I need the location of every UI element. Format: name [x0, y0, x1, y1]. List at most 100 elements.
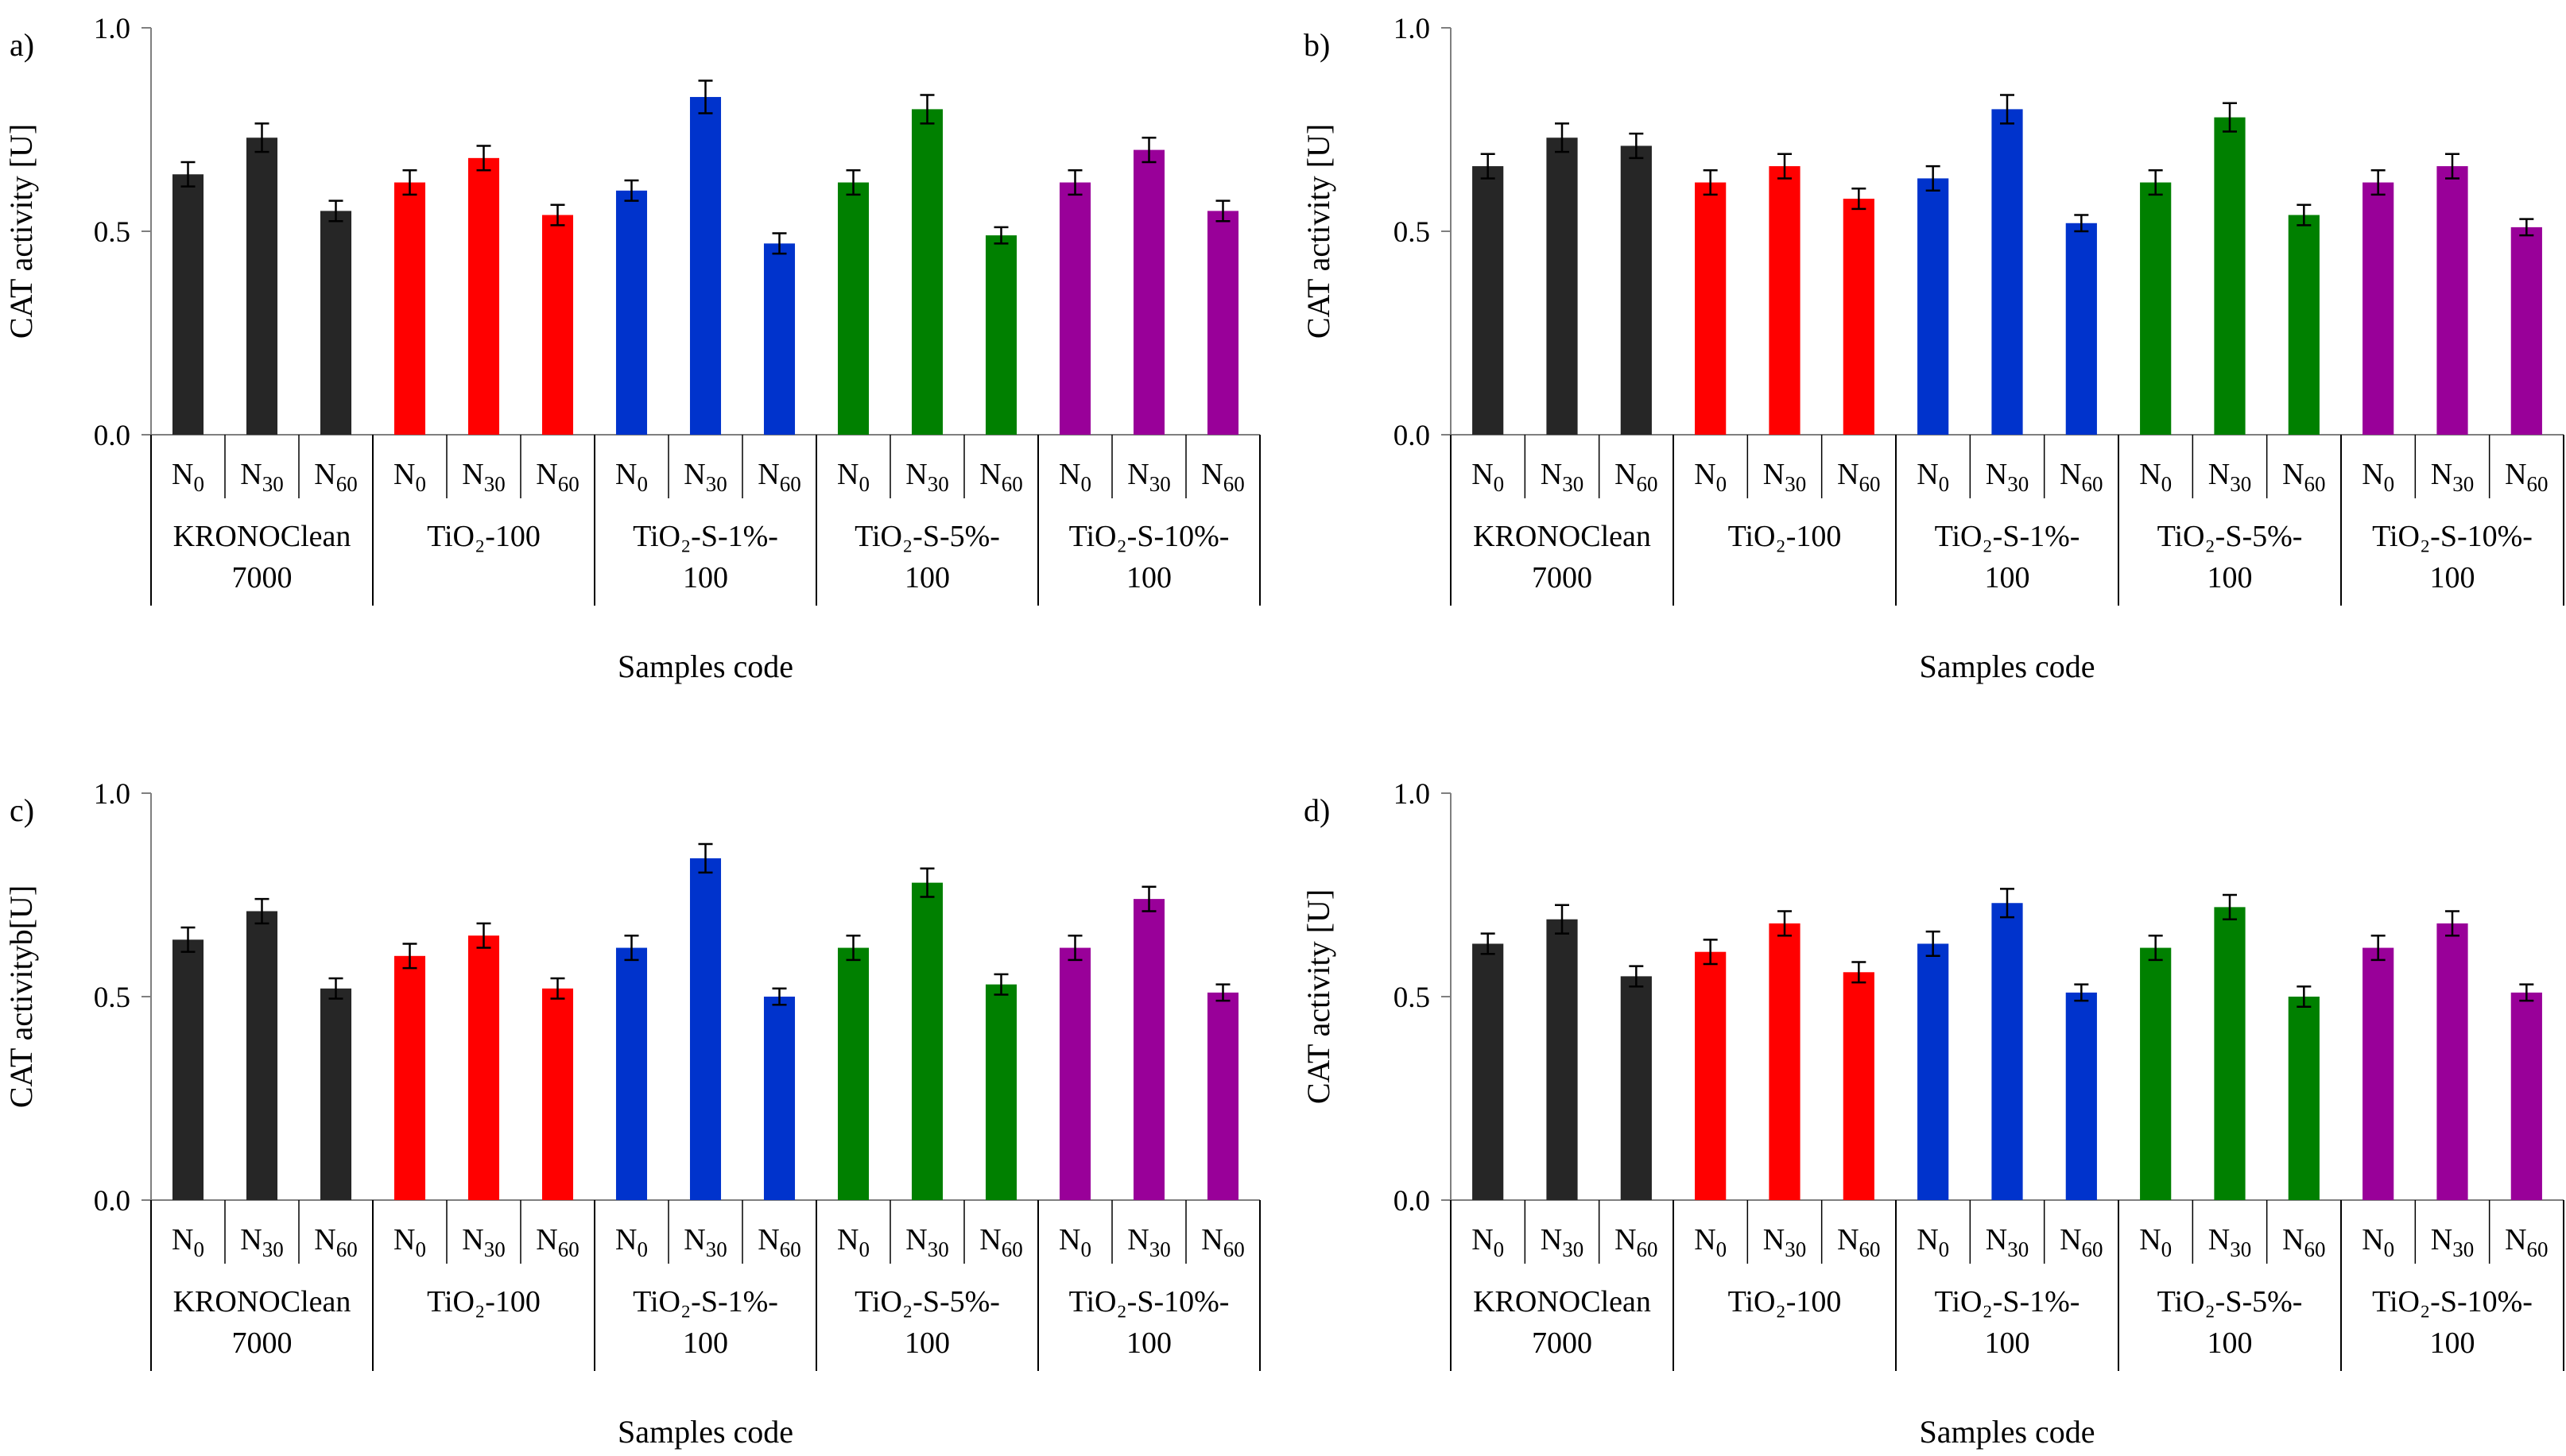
y-tick-label: 1.0 [94, 13, 130, 45]
bar [689, 858, 722, 1200]
x-tick-label: N30 [1986, 458, 2029, 496]
bar [1620, 976, 1652, 1200]
chart-panel-c: c) 0.0 0.5 1.0 CAT activityb[U] N0 N30 N60 KRONO… [3, 778, 1261, 1450]
y-tick-label: 0.0 [94, 420, 130, 452]
x-tick-label: N0 [393, 1223, 426, 1261]
x-tick-label: N30 [2431, 458, 2474, 496]
y-tick-label: 1.0 [1393, 778, 1430, 811]
category-label: TiO₂-S-5%- [855, 1285, 1000, 1319]
bar [1059, 947, 1091, 1200]
bar [320, 988, 352, 1200]
x-tick-label: N0 [1059, 458, 1091, 496]
category-label: TiO₂-100 [1728, 520, 1842, 553]
bar [911, 882, 944, 1200]
bar [1695, 951, 1727, 1200]
y-tick-label: 0.0 [1393, 420, 1430, 452]
y-axis-label: CAT activity [U] [1300, 124, 1336, 339]
category-label: 100 [905, 1326, 950, 1360]
x-tick-label: N60 [1614, 1223, 1657, 1261]
x-tick-label: N0 [1917, 458, 1949, 496]
bar [911, 109, 944, 435]
category-label: KRONOClean [1473, 520, 1651, 553]
y-axis-label: CAT activityb[U] [3, 885, 39, 1108]
y-tick-label: 1.0 [94, 778, 130, 811]
bar [837, 182, 870, 435]
category-label: 7000 [1532, 1326, 1592, 1360]
category-label: TiO₂-S-10%- [2372, 1285, 2533, 1319]
x-axis-label: Samples code [1919, 1414, 2095, 1450]
x-tick-label: N60 [1201, 1223, 1244, 1261]
category-label: TiO₂-S-10%- [1069, 520, 1230, 553]
bar [1059, 182, 1091, 435]
x-tick-label: N30 [905, 1223, 948, 1261]
x-tick-label: N30 [1986, 1223, 2029, 1261]
chart-panel-a: a) 0.0 0.5 1.0 CAT activity [U] N0 N30 N60 KRONO… [3, 13, 1261, 684]
category-label: 100 [1126, 1326, 1172, 1360]
bar [1472, 943, 1504, 1200]
x-tick-label: N60 [758, 1223, 800, 1261]
bar [689, 97, 722, 435]
y-tick-label: 0.5 [94, 982, 130, 1014]
x-tick-label: N60 [979, 1223, 1022, 1261]
y-tick-label: 0.5 [94, 216, 130, 249]
x-tick-label: N0 [393, 458, 426, 496]
bar [2140, 182, 2172, 435]
bar [2510, 227, 2542, 435]
y-tick-label: 1.0 [1393, 13, 1430, 45]
bar [2288, 215, 2320, 435]
bar [837, 947, 870, 1200]
x-tick-label: N30 [1541, 1223, 1583, 1261]
x-tick-label: N30 [2208, 1223, 2251, 1261]
x-tick-label: N60 [1837, 458, 1880, 496]
x-tick-label: N60 [1201, 458, 1244, 496]
bar [2363, 182, 2394, 435]
x-tick-label: N60 [979, 458, 1022, 496]
category-label: KRONOClean [1473, 1285, 1651, 1319]
x-tick-label: N30 [2208, 458, 2251, 496]
bar [246, 911, 278, 1200]
bar [1620, 145, 1652, 436]
x-axis-label: Samples code [1919, 649, 2095, 684]
x-tick-label: N30 [905, 458, 948, 496]
bar [1207, 992, 1239, 1200]
chart-panel-b: b) 0.0 0.5 1.0 CAT activity [U] N0 N30 N60 KRONO… [1300, 13, 2564, 684]
category-label: 100 [2430, 561, 2475, 594]
bar [246, 137, 278, 436]
panel-label: c) [10, 792, 34, 828]
y-tick-label: 0.0 [1393, 1185, 1430, 1218]
bar [1769, 166, 1800, 435]
category-label: 100 [1985, 1326, 2030, 1360]
category-label: TiO₂-S-5%- [2157, 1285, 2303, 1319]
category-label: 7000 [232, 561, 293, 594]
category-label: TiO₂-100 [427, 520, 541, 553]
category-label: 7000 [1532, 561, 1592, 594]
x-tick-label: N0 [1917, 1223, 1949, 1261]
x-tick-label: N0 [2362, 1223, 2394, 1261]
x-tick-label: N0 [2139, 1223, 2172, 1261]
x-tick-label: N30 [1763, 458, 1806, 496]
x-tick-label: N30 [684, 1223, 727, 1261]
y-tick-label: 0.5 [1393, 982, 1430, 1014]
bar [2510, 992, 2542, 1200]
x-tick-label: N0 [837, 1223, 870, 1261]
category-label: TiO₂-S-5%- [2157, 520, 2303, 553]
bar [1133, 899, 1165, 1200]
bar [2436, 166, 2468, 435]
category-label: TiO₂-S-1%- [1935, 520, 2080, 553]
bar [1769, 923, 1800, 1200]
bar [172, 174, 204, 435]
x-tick-label: N0 [172, 1223, 204, 1261]
category-label: KRONOClean [173, 1285, 351, 1319]
bar [2214, 907, 2246, 1200]
bar [2288, 997, 2320, 1200]
bar [1546, 919, 1578, 1200]
bar [393, 182, 426, 435]
bar [1843, 972, 1874, 1200]
category-label: TiO₂-S-1%- [1935, 1285, 2080, 1319]
x-tick-label: N0 [2362, 458, 2394, 496]
x-tick-label: N0 [615, 1223, 648, 1261]
category-label: TiO₂-S-5%- [855, 520, 1000, 553]
bar [763, 243, 796, 435]
chart-panel-d: d) 0.0 0.5 1.0 CAT activity [U] N0 N30 N60 KRONO… [1300, 778, 2564, 1450]
x-axis-label: Samples code [618, 649, 793, 684]
